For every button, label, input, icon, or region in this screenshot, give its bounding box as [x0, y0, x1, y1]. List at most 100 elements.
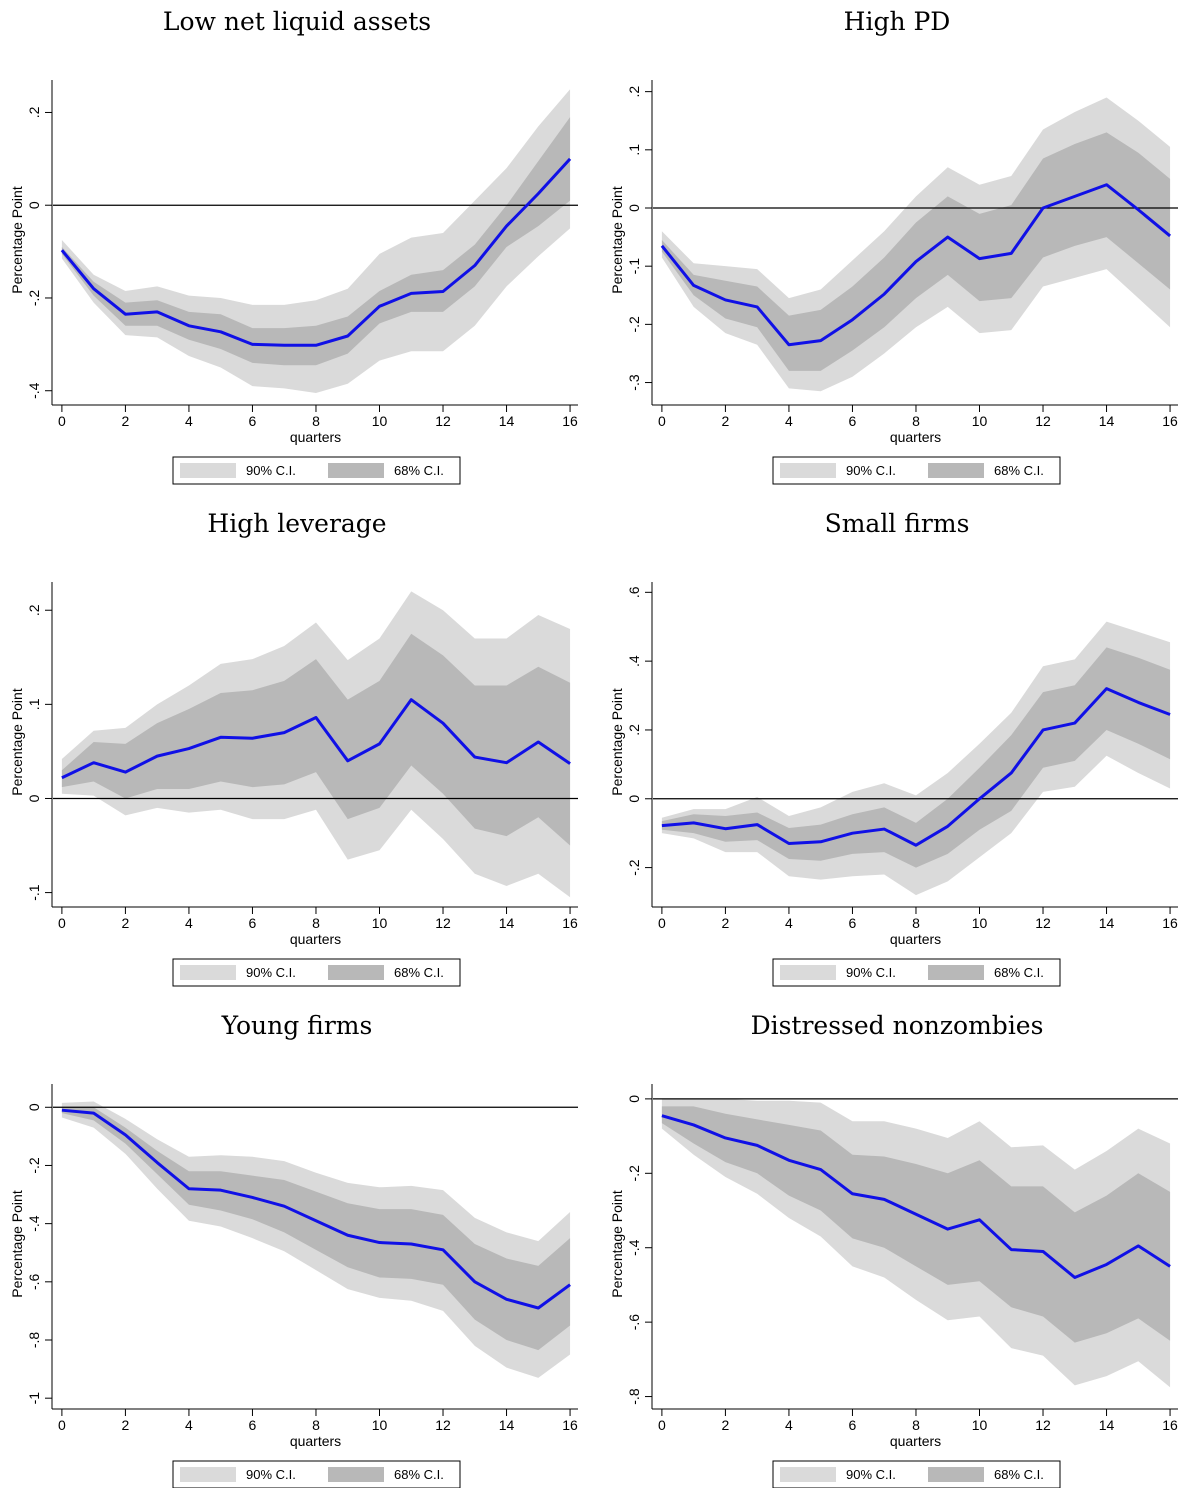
x-tick-label: 16 [562, 413, 578, 429]
legend-swatch [928, 463, 984, 478]
x-tick-label: 8 [912, 915, 920, 931]
legend-label: 68% C.I. [994, 965, 1044, 980]
y-tick-label: 0 [626, 204, 642, 212]
y-tick-label: 0 [26, 201, 42, 209]
chart-panel: High leverage -.1 0 .1 .2 0 2 4 6 8 10 12 14 16 quarte… [9, 509, 578, 987]
x-tick-label: 14 [499, 1417, 515, 1433]
legend-swatch [928, 1467, 984, 1482]
confidence-band [61, 1107, 571, 1351]
x-tick-label: 8 [312, 915, 320, 931]
legend-swatch [780, 965, 836, 980]
y-tick-label: .6 [626, 586, 642, 598]
chart-title: High PD [844, 7, 951, 36]
x-tick-label: 4 [185, 915, 193, 931]
x-tick-label: 8 [312, 413, 320, 429]
confidence-band [661, 621, 1171, 896]
y-tick-label: -.2 [626, 859, 642, 876]
x-tick-label: 10 [972, 915, 988, 931]
y-tick-label: -.6 [26, 1273, 42, 1290]
y-tick-label: 0 [26, 794, 42, 802]
y-axis-label: Percentage Point [609, 1190, 625, 1298]
legend-label: 68% C.I. [994, 463, 1044, 478]
x-tick-label: 6 [849, 1417, 857, 1433]
y-axis-label: Percentage Point [609, 186, 625, 294]
legend-swatch [328, 965, 384, 980]
x-axis-label: quarters [890, 1433, 941, 1449]
chart-panel: Young firms -1 -.8 -.6 -.4 -.2 0 0 2 4 6 8 10 12 14 16 q… [9, 1011, 578, 1488]
legend-label: 90% C.I. [846, 1467, 896, 1482]
x-tick-label: 10 [372, 915, 388, 931]
y-tick-label: -.2 [26, 290, 42, 307]
y-tick-label: -1 [26, 1392, 42, 1405]
x-axis-label: quarters [890, 429, 941, 445]
legend-label: 68% C.I. [394, 463, 444, 478]
legend-swatch [328, 1467, 384, 1482]
y-axis-label: Percentage Point [9, 1190, 25, 1298]
x-tick-label: 4 [185, 413, 193, 429]
y-tick-label: .2 [626, 724, 642, 736]
x-tick-label: 0 [658, 413, 666, 429]
y-tick-label: -.4 [26, 382, 42, 399]
confidence-band [61, 633, 571, 846]
y-axis-label: Percentage Point [9, 186, 25, 294]
legend-swatch [780, 1467, 836, 1482]
confidence-band [661, 132, 1171, 371]
x-tick-label: 2 [722, 1417, 730, 1433]
y-tick-label: -.4 [626, 1239, 642, 1256]
legend-box [172, 456, 461, 485]
x-tick-label: 0 [58, 1417, 66, 1433]
chart-title: Small firms [825, 509, 970, 538]
chart-panel: Small firms -.2 0 .2 .4 .6 0 2 4 6 8 10 12 14 16 quarte… [609, 509, 1178, 987]
y-tick-label: .2 [26, 604, 42, 616]
x-tick-label: 2 [122, 1417, 130, 1433]
x-tick-label: 12 [435, 1417, 451, 1433]
legend-label: 68% C.I. [394, 1467, 444, 1482]
x-tick-label: 10 [972, 1417, 988, 1433]
y-tick-label: -.4 [26, 1215, 42, 1232]
y-tick-label: 0 [26, 1103, 42, 1111]
chart-title: Young firms [221, 1011, 373, 1040]
x-tick-label: 8 [912, 1417, 920, 1433]
x-tick-label: 6 [849, 413, 857, 429]
y-tick-label: -.6 [626, 1314, 642, 1331]
y-tick-label: .1 [626, 144, 642, 156]
y-tick-label: -.2 [626, 316, 642, 333]
x-tick-label: 12 [435, 413, 451, 429]
legend-label: 68% C.I. [394, 965, 444, 980]
x-tick-label: 4 [785, 413, 793, 429]
y-tick-label: .4 [626, 655, 642, 667]
x-tick-label: 12 [1035, 915, 1051, 931]
x-tick-label: 12 [1035, 1417, 1051, 1433]
estimate-line [61, 698, 571, 780]
legend-swatch [928, 965, 984, 980]
x-tick-label: 16 [1162, 915, 1178, 931]
y-tick-label: -.8 [26, 1332, 42, 1349]
legend-swatch [328, 463, 384, 478]
x-tick-label: 4 [785, 1417, 793, 1433]
y-tick-label: .2 [26, 106, 42, 118]
confidence-band [661, 647, 1171, 868]
x-tick-label: 6 [849, 915, 857, 931]
x-tick-label: 6 [249, 413, 257, 429]
x-tick-label: 2 [122, 915, 130, 931]
y-axis-label: Percentage Point [609, 688, 625, 796]
chart-title: High leverage [207, 509, 386, 538]
chart-panel: Distressed nonzombies -.8 -.6 -.4 -.2 0 0 2 4 6 8 1… [609, 1011, 1178, 1488]
legend-label: 90% C.I. [846, 463, 896, 478]
legend-label: 90% C.I. [846, 965, 896, 980]
x-tick-label: 0 [658, 915, 666, 931]
confidence-band [661, 1106, 1171, 1343]
x-tick-label: 10 [372, 413, 388, 429]
chart-panel: High PD -.3 -.2 -.1 0 .1 .2 0 2 4 6 8 10 12 14 16 quarte… [609, 7, 1178, 485]
estimate-line [661, 1114, 1171, 1279]
x-tick-label: 14 [1099, 413, 1115, 429]
y-tick-label: -.1 [626, 258, 642, 275]
x-tick-label: 16 [562, 915, 578, 931]
legend-label: 68% C.I. [994, 1467, 1044, 1482]
x-tick-label: 10 [372, 1417, 388, 1433]
x-tick-label: 10 [972, 413, 988, 429]
x-tick-label: 16 [1162, 1417, 1178, 1433]
x-tick-label: 16 [1162, 413, 1178, 429]
x-tick-label: 0 [58, 413, 66, 429]
x-tick-label: 0 [658, 1417, 666, 1433]
